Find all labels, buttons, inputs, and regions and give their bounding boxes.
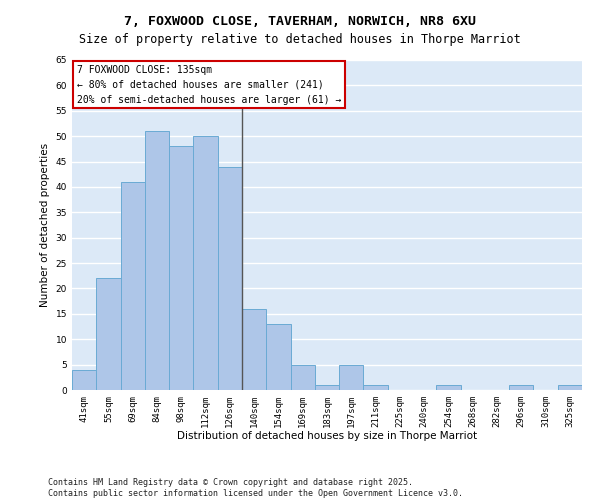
Text: 7, FOXWOOD CLOSE, TAVERHAM, NORWICH, NR8 6XU: 7, FOXWOOD CLOSE, TAVERHAM, NORWICH, NR8… — [124, 15, 476, 28]
Bar — [193, 136, 218, 390]
Bar — [96, 278, 121, 390]
Y-axis label: Number of detached properties: Number of detached properties — [40, 143, 50, 307]
Bar — [169, 146, 193, 390]
Bar — [558, 385, 582, 390]
Text: Contains HM Land Registry data © Crown copyright and database right 2025.
Contai: Contains HM Land Registry data © Crown c… — [48, 478, 463, 498]
Bar — [121, 182, 145, 390]
Bar — [242, 309, 266, 390]
Bar — [145, 131, 169, 390]
Bar — [266, 324, 290, 390]
Bar — [436, 385, 461, 390]
X-axis label: Distribution of detached houses by size in Thorpe Marriot: Distribution of detached houses by size … — [177, 432, 477, 442]
Bar — [364, 385, 388, 390]
Bar — [72, 370, 96, 390]
Bar — [218, 166, 242, 390]
Text: 7 FOXWOOD CLOSE: 135sqm
← 80% of detached houses are smaller (241)
20% of semi-d: 7 FOXWOOD CLOSE: 135sqm ← 80% of detache… — [77, 65, 341, 104]
Bar — [290, 364, 315, 390]
Bar — [509, 385, 533, 390]
Bar — [315, 385, 339, 390]
Text: Size of property relative to detached houses in Thorpe Marriot: Size of property relative to detached ho… — [79, 32, 521, 46]
Bar — [339, 364, 364, 390]
